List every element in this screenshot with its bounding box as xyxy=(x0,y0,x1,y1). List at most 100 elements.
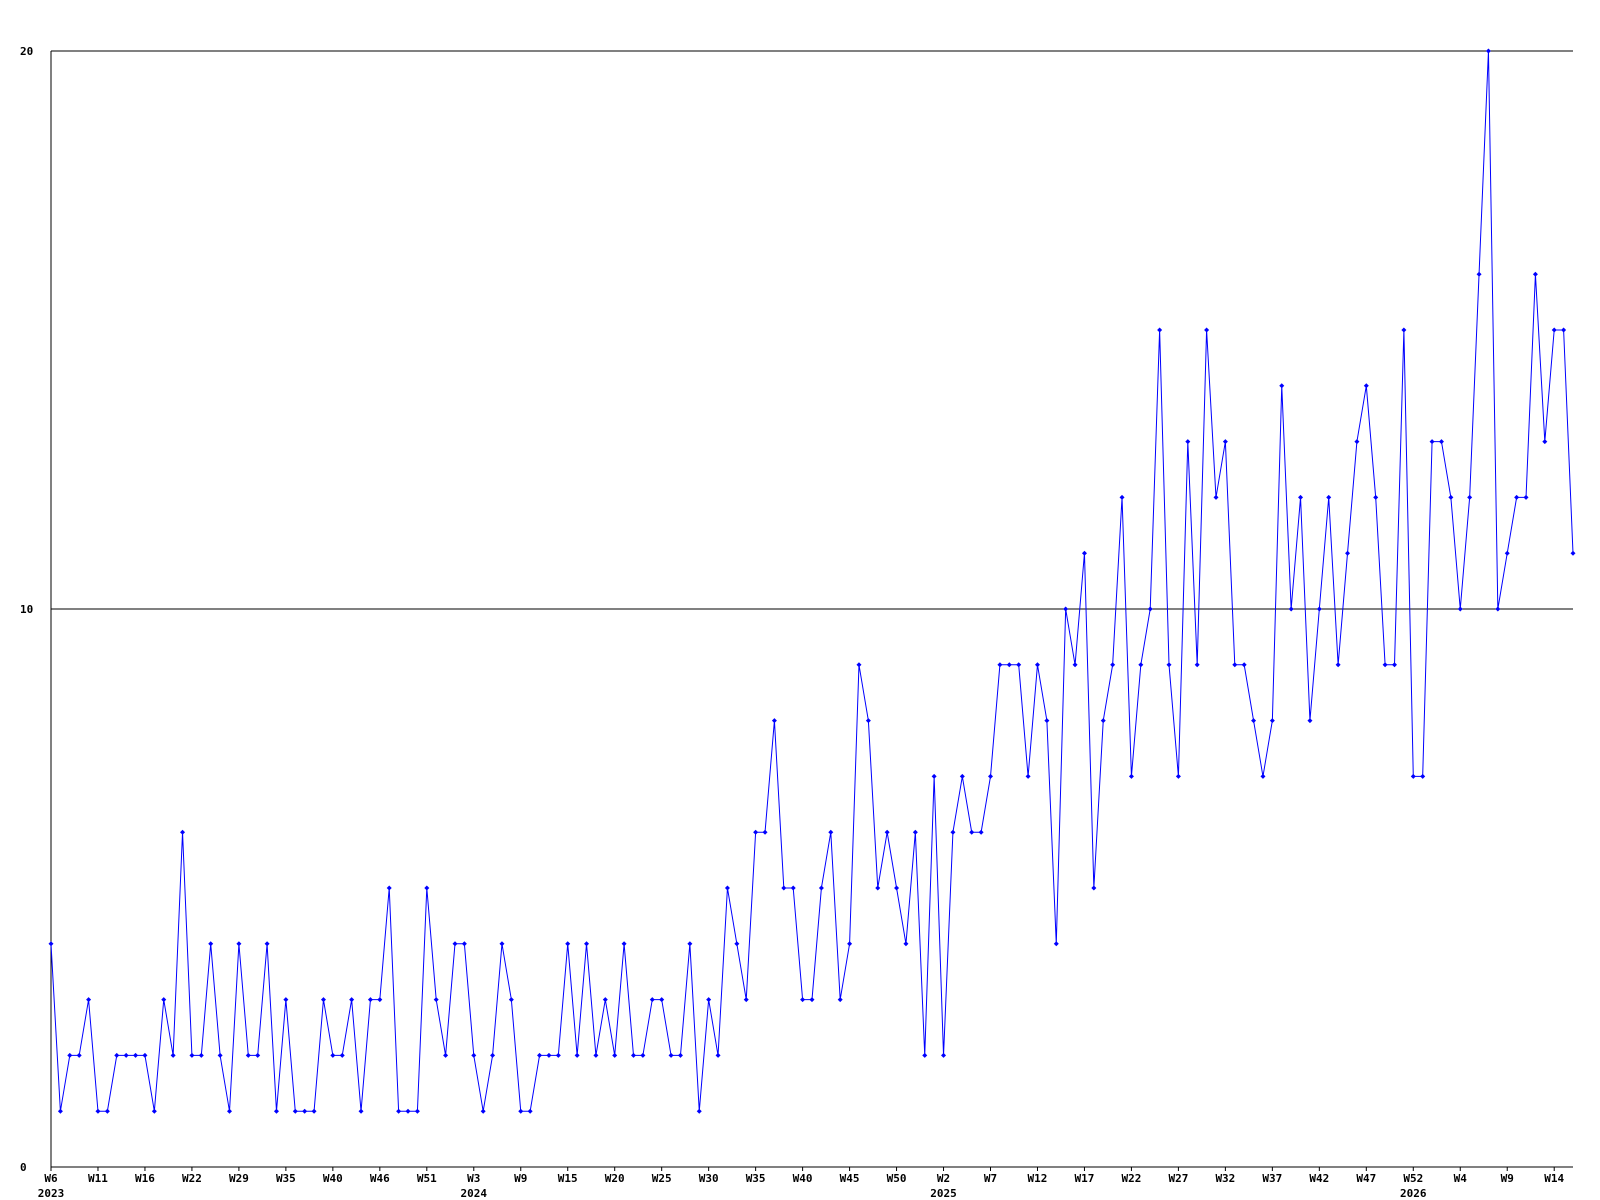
data-point xyxy=(997,662,1003,668)
data-point xyxy=(781,885,787,891)
data-point xyxy=(443,1052,449,1058)
data-point xyxy=(753,829,759,835)
data-point xyxy=(555,1052,561,1058)
data-point xyxy=(950,829,956,835)
data-point xyxy=(969,829,975,835)
data-point xyxy=(508,997,514,1003)
data-point xyxy=(161,997,167,1003)
data-point xyxy=(1401,327,1407,333)
x-tick-label: W22 xyxy=(182,1172,202,1185)
y-tick-label: 10 xyxy=(20,603,33,616)
data-point xyxy=(762,829,768,835)
data-point xyxy=(903,941,909,947)
x-tick-label: W11 xyxy=(88,1172,108,1185)
data-point xyxy=(1260,773,1266,779)
data-point xyxy=(339,1052,345,1058)
x-tick-label: W42 xyxy=(1309,1172,1329,1185)
data-point xyxy=(320,997,326,1003)
x-tick-label: W2 2025 xyxy=(930,1172,957,1200)
data-point xyxy=(255,1052,261,1058)
data-point xyxy=(452,941,458,947)
data-point xyxy=(95,1108,101,1114)
x-tick-label: W29 xyxy=(229,1172,249,1185)
data-point xyxy=(894,885,900,891)
data-point xyxy=(677,1052,683,1058)
data-point xyxy=(612,1052,618,1058)
data-point xyxy=(1485,48,1491,54)
data-point xyxy=(142,1052,148,1058)
x-tick-label: W35 xyxy=(276,1172,296,1185)
data-point xyxy=(104,1108,110,1114)
data-point xyxy=(1288,606,1294,612)
x-tick-label: W3 2024 xyxy=(461,1172,488,1200)
data-point xyxy=(490,1052,496,1058)
data-point xyxy=(875,885,881,891)
data-point xyxy=(1213,494,1219,500)
data-point xyxy=(1025,773,1031,779)
data-point xyxy=(1523,494,1529,500)
data-point xyxy=(1382,662,1388,668)
data-point xyxy=(941,1052,947,1058)
data-point xyxy=(424,885,430,891)
x-tick-label: W50 xyxy=(887,1172,907,1185)
data-point xyxy=(1166,662,1172,668)
data-point xyxy=(527,1108,533,1114)
data-point xyxy=(302,1108,308,1114)
data-point xyxy=(499,941,505,947)
data-point xyxy=(76,1052,82,1058)
data-point xyxy=(865,718,871,724)
data-point xyxy=(809,997,815,1003)
data-point xyxy=(771,718,777,724)
data-point xyxy=(1194,662,1200,668)
data-point xyxy=(687,941,693,947)
data-point xyxy=(1363,383,1369,389)
y-tick-label: 0 xyxy=(20,1161,27,1174)
x-tick-label: W40 xyxy=(793,1172,813,1185)
data-point xyxy=(790,885,796,891)
data-point xyxy=(396,1108,402,1114)
x-tick-label: W6 2023 xyxy=(38,1172,65,1200)
data-point xyxy=(1542,439,1548,445)
data-point xyxy=(593,1052,599,1058)
data-point xyxy=(659,997,665,1003)
x-tick-label: W22 xyxy=(1121,1172,1141,1185)
data-point xyxy=(48,941,54,947)
data-point xyxy=(602,997,608,1003)
data-point xyxy=(1307,718,1313,724)
data-point xyxy=(414,1108,420,1114)
data-point xyxy=(1467,494,1473,500)
data-point xyxy=(433,997,439,1003)
data-point xyxy=(1326,494,1332,500)
data-point xyxy=(565,941,571,947)
data-point xyxy=(1410,773,1416,779)
data-point xyxy=(1016,662,1022,668)
data-point xyxy=(1561,327,1567,333)
data-point xyxy=(668,1052,674,1058)
data-point xyxy=(1251,718,1257,724)
data-point xyxy=(227,1108,233,1114)
data-point xyxy=(1551,327,1557,333)
data-point xyxy=(1345,550,1351,556)
data-point xyxy=(292,1108,298,1114)
data-point xyxy=(856,662,862,668)
data-point xyxy=(621,941,627,947)
data-point xyxy=(480,1108,486,1114)
data-point xyxy=(649,997,655,1003)
data-point xyxy=(1279,383,1285,389)
data-point xyxy=(180,829,186,835)
data-point xyxy=(1269,718,1275,724)
data-point xyxy=(912,829,918,835)
x-tick-label: W47 xyxy=(1356,1172,1376,1185)
data-point xyxy=(1128,773,1134,779)
data-point xyxy=(837,997,843,1003)
data-point xyxy=(461,941,467,947)
data-point xyxy=(245,1052,251,1058)
data-point xyxy=(1175,773,1181,779)
data-line xyxy=(50,50,1574,1112)
data-point xyxy=(884,829,890,835)
data-point xyxy=(1110,662,1116,668)
data-point xyxy=(1063,606,1069,612)
data-point xyxy=(1316,606,1322,612)
